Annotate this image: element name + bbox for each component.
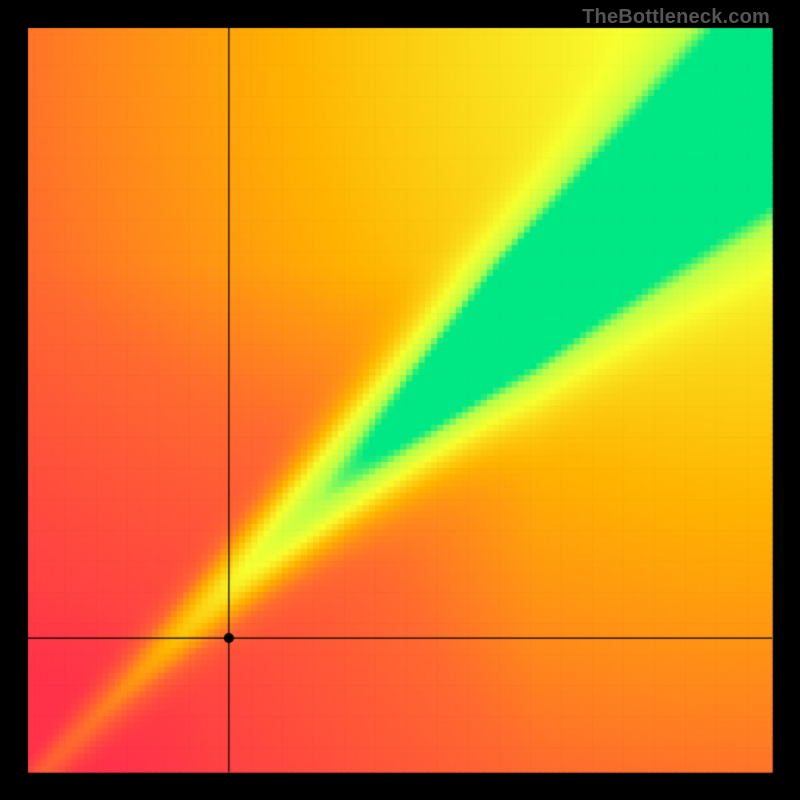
bottleneck-heatmap	[0, 0, 800, 800]
watermark-text: TheBottleneck.com	[582, 6, 770, 29]
